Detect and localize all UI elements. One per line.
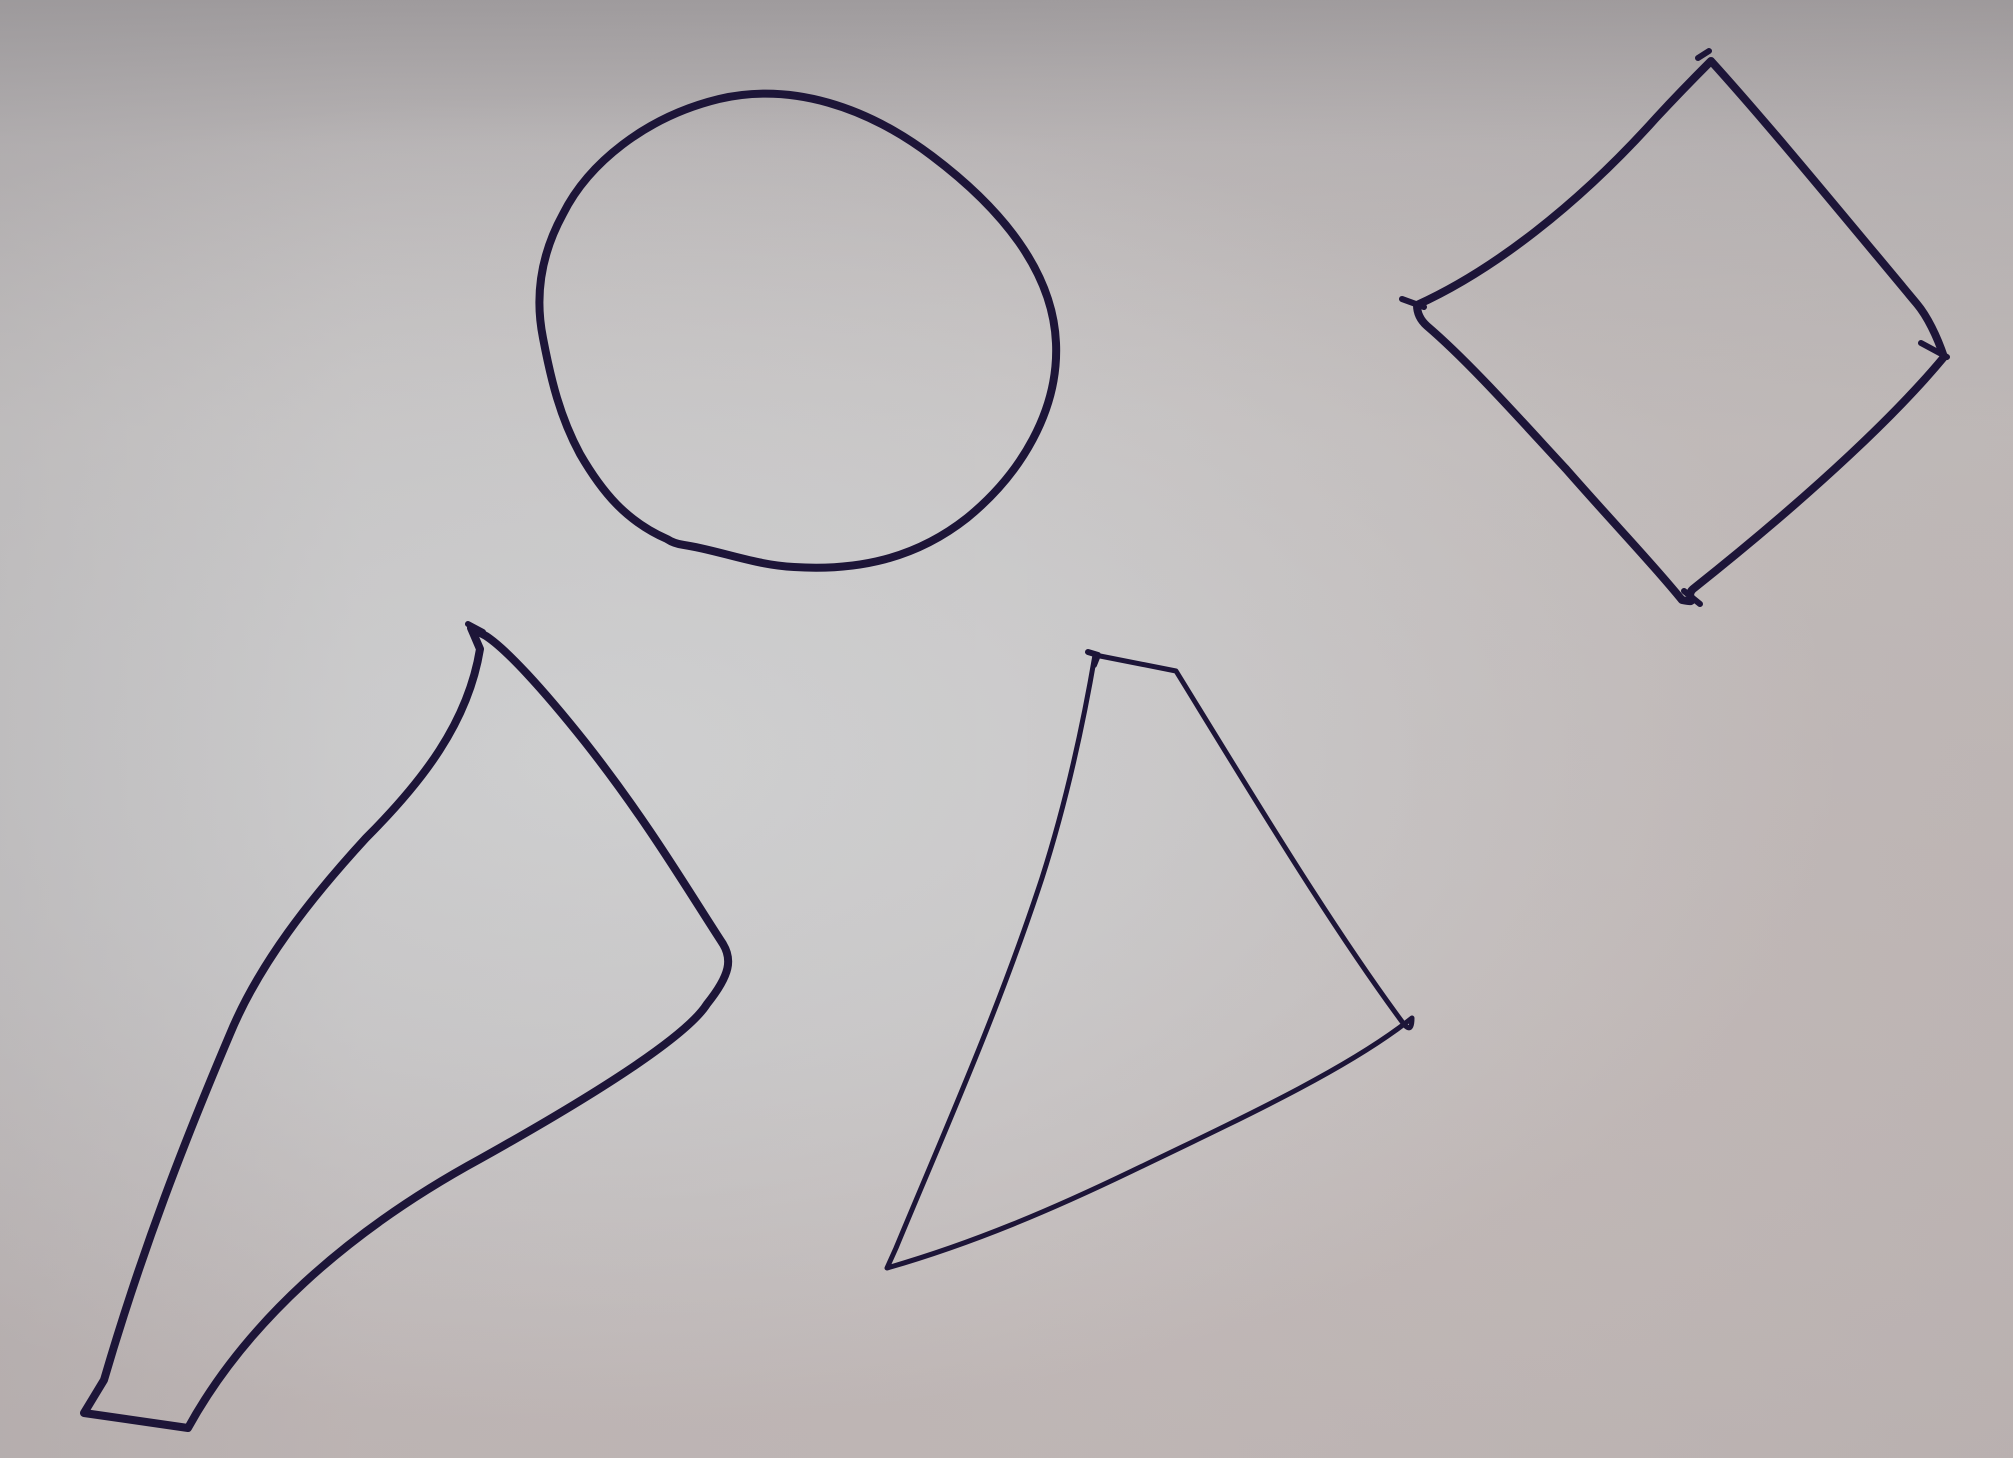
diamond-shape (1413, 57, 1948, 606)
circle-shape (535, 89, 1061, 572)
right-shape-top-mark (1085, 649, 1101, 668)
right-curved-triangle-shape (884, 652, 1415, 1271)
left-curved-quadrilateral-shape (80, 624, 733, 1432)
left-shape-top-mark (465, 621, 486, 635)
diamond-corner-mark (1399, 48, 1950, 607)
